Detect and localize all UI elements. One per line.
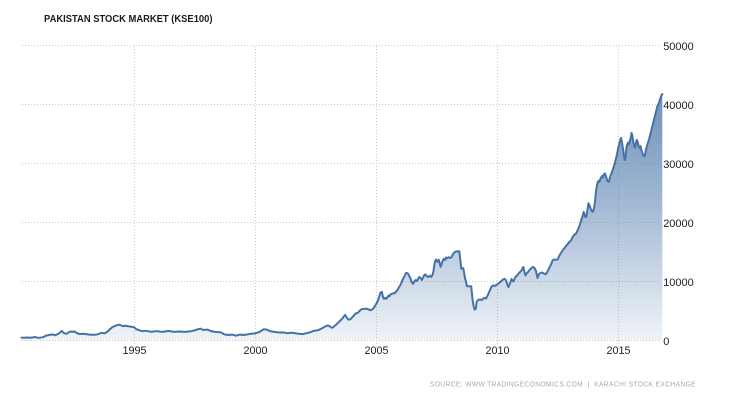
svg-text:1995: 1995 xyxy=(122,345,146,357)
svg-text:2000: 2000 xyxy=(243,345,267,357)
svg-text:2010: 2010 xyxy=(485,345,509,357)
svg-text:2015: 2015 xyxy=(606,345,630,357)
svg-text:SOURCE: WWW.TRADINGECONOMICS.C: SOURCE: WWW.TRADINGECONOMICS.COM | KARAC… xyxy=(430,379,696,388)
svg-text:0: 0 xyxy=(663,336,669,348)
svg-text:PAKISTAN STOCK MARKET (KSE100): PAKISTAN STOCK MARKET (KSE100) xyxy=(44,14,213,25)
svg-text:10000: 10000 xyxy=(663,277,694,289)
svg-text:50000: 50000 xyxy=(663,41,694,53)
svg-text:40000: 40000 xyxy=(663,100,694,112)
svg-text:30000: 30000 xyxy=(663,159,694,171)
svg-text:20000: 20000 xyxy=(663,218,694,230)
svg-text:2005: 2005 xyxy=(364,345,388,357)
